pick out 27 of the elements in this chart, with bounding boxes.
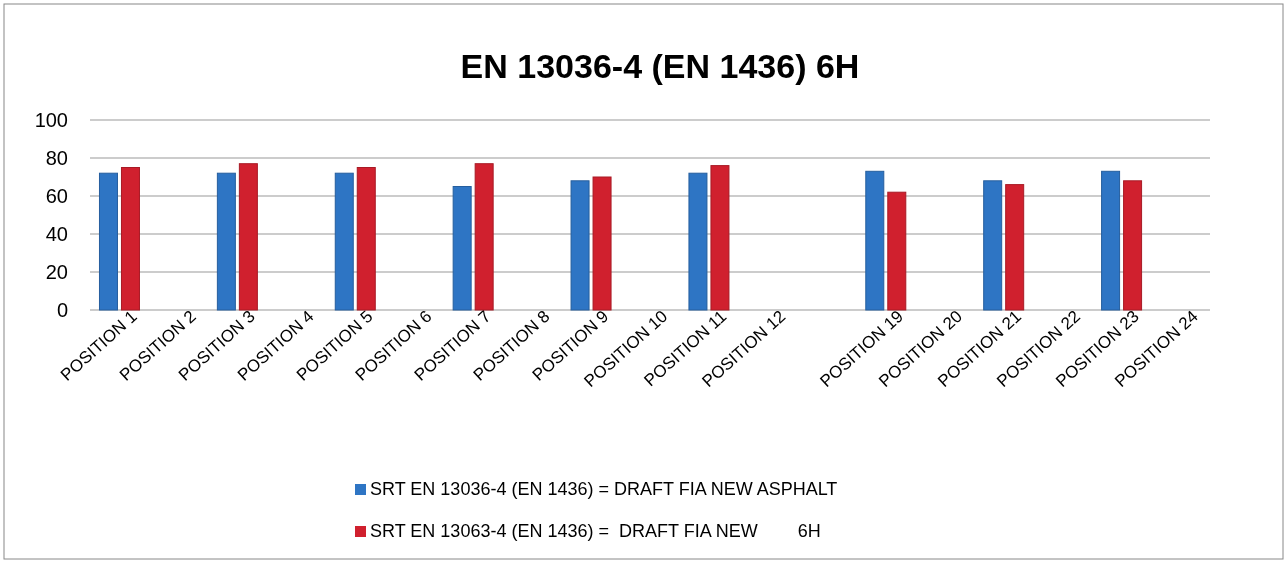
bar (452, 186, 472, 311)
y-tick-label: 20 (45, 260, 68, 283)
y-tick-label: 60 (45, 184, 68, 207)
y-tick-label: 0 (56, 298, 68, 321)
bar (474, 163, 494, 311)
bar (1005, 184, 1025, 311)
legend-label: SRT EN 13063-4 (EN 1436) = DRAFT FIA NEW 6H (370, 521, 821, 541)
bar (1101, 170, 1121, 311)
legend-label: SRT EN 13036-4 (EN 1436) = DRAFT FIA NEW ASPHALT (370, 479, 838, 499)
bar (688, 172, 708, 311)
y-tick-label: 80 (45, 146, 68, 169)
chart-title: EN 13036-4 (EN 1436) 6H (460, 47, 860, 85)
bar (865, 170, 885, 311)
bar (1123, 180, 1143, 311)
bar (570, 180, 590, 311)
bar (983, 180, 1003, 311)
bar (710, 165, 730, 311)
bar (98, 172, 118, 311)
bar (887, 191, 907, 311)
bar (238, 163, 258, 311)
bar (592, 176, 612, 311)
y-tick-label: 100 (34, 108, 68, 131)
bar (120, 167, 140, 311)
bar (216, 172, 236, 311)
y-tick-label: 40 (45, 222, 68, 245)
bar (334, 172, 354, 311)
bar (356, 167, 376, 311)
